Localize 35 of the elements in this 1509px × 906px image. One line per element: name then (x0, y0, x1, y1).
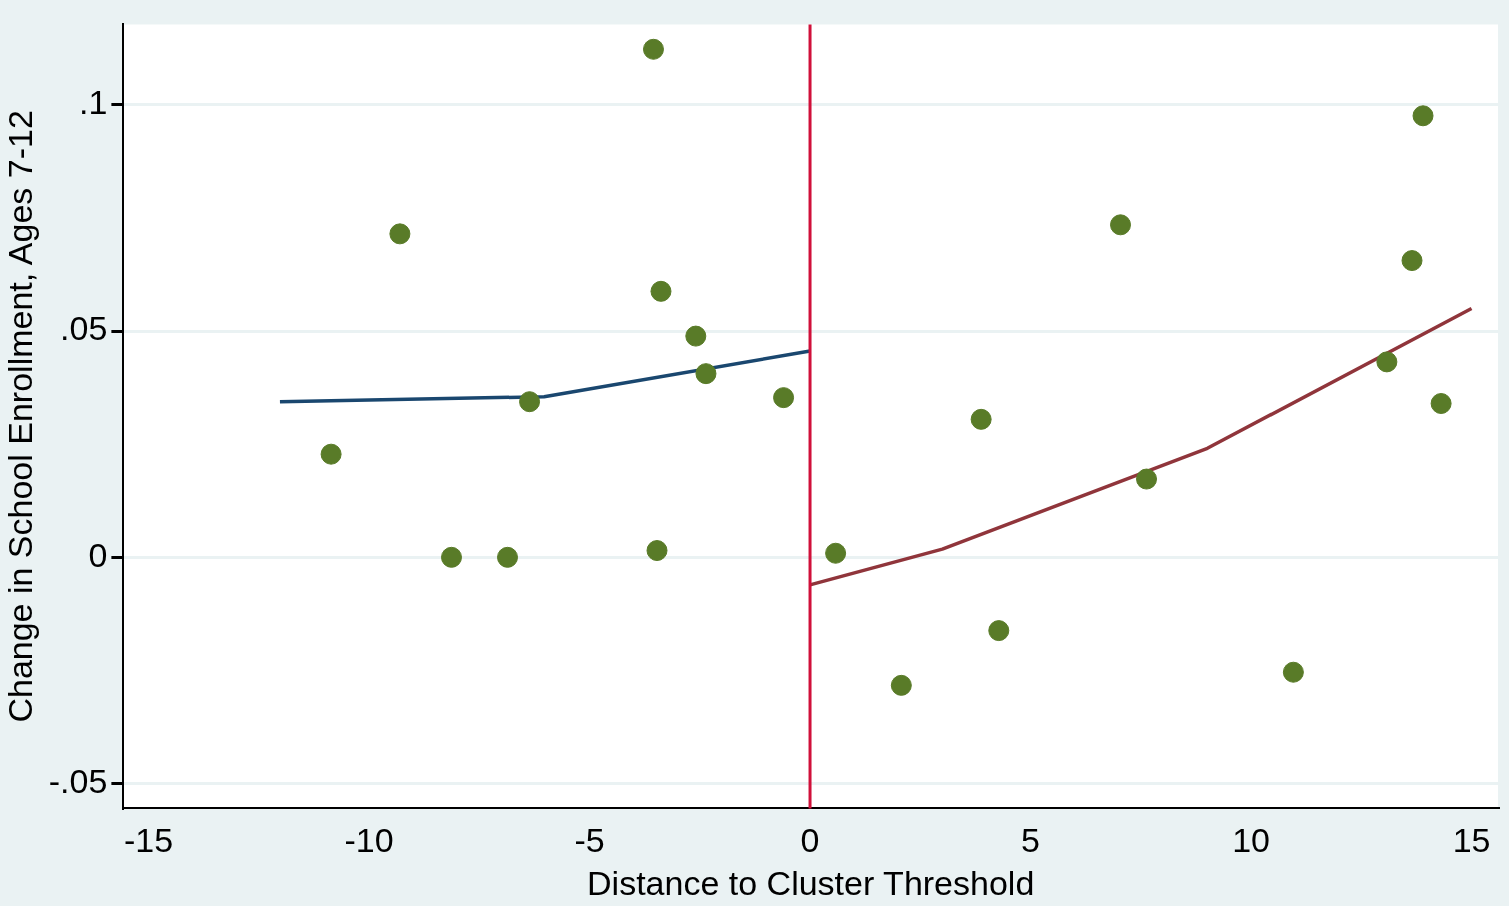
point (650, 280, 672, 302)
point (970, 408, 992, 430)
point (1282, 661, 1304, 683)
point (1136, 468, 1158, 490)
x-tick-label: -5 (574, 821, 605, 860)
x-tick-label: -15 (123, 821, 174, 860)
x-tick-label: 0 (800, 821, 820, 860)
point (320, 443, 342, 465)
point (1110, 214, 1131, 236)
point (646, 540, 668, 562)
y-axis-title: Change in School Enrollment, Ages 7-12 (0, 110, 39, 723)
y-tick-label: -.05 (48, 761, 108, 800)
point (389, 223, 411, 245)
point (441, 546, 462, 568)
x-tick-label: 5 (1021, 821, 1040, 860)
point (497, 546, 518, 568)
point (685, 325, 707, 347)
point (1430, 393, 1452, 415)
point (695, 363, 717, 385)
y-tick-label: .1 (79, 83, 108, 122)
point (890, 674, 912, 696)
y-tick-label: .05 (60, 309, 108, 348)
point (519, 391, 541, 413)
y-tick-label: 0 (88, 535, 108, 574)
x-tick-label: 10 (1232, 821, 1270, 860)
point (1376, 351, 1398, 373)
point (988, 620, 1010, 642)
point (825, 542, 847, 564)
point (642, 38, 664, 60)
x-tick-label: 15 (1452, 821, 1491, 860)
x-tick-label: -10 (344, 821, 394, 860)
x-axis-title: Distance to Cluster Threshold (587, 863, 1035, 902)
point (1412, 105, 1434, 127)
point (773, 387, 795, 409)
point (1401, 250, 1423, 272)
